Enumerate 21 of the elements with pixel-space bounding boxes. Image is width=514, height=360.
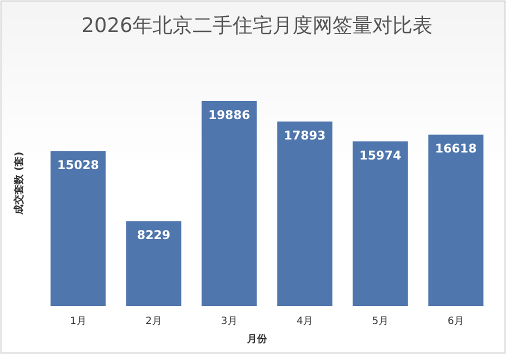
data-label: 17893 <box>284 128 326 143</box>
x-tick-label: 3月 <box>221 316 238 327</box>
bar <box>352 141 408 306</box>
data-label: 8229 <box>136 228 170 242</box>
data-label: 15974 <box>359 148 402 162</box>
x-axis-title: 月份 <box>246 333 268 345</box>
x-tick-label: 4月 <box>296 316 313 327</box>
bar <box>428 134 484 306</box>
bar <box>277 122 332 306</box>
data-label: 19886 <box>208 108 250 122</box>
bar <box>126 221 182 306</box>
chart-title: 2026年北京二手住宅月度网签量对比表 <box>82 13 432 37</box>
x-tick-label: 6月 <box>448 316 464 327</box>
x-tick-label: 2月 <box>146 316 162 327</box>
x-tick-label: 1月 <box>70 316 86 327</box>
y-axis-title: 成交套数 (套) <box>13 152 25 216</box>
x-tick-label: 5月 <box>372 316 388 327</box>
data-label: 16618 <box>434 142 477 156</box>
bar <box>202 101 257 306</box>
bar <box>50 151 106 306</box>
data-label: 15028 <box>57 158 100 172</box>
